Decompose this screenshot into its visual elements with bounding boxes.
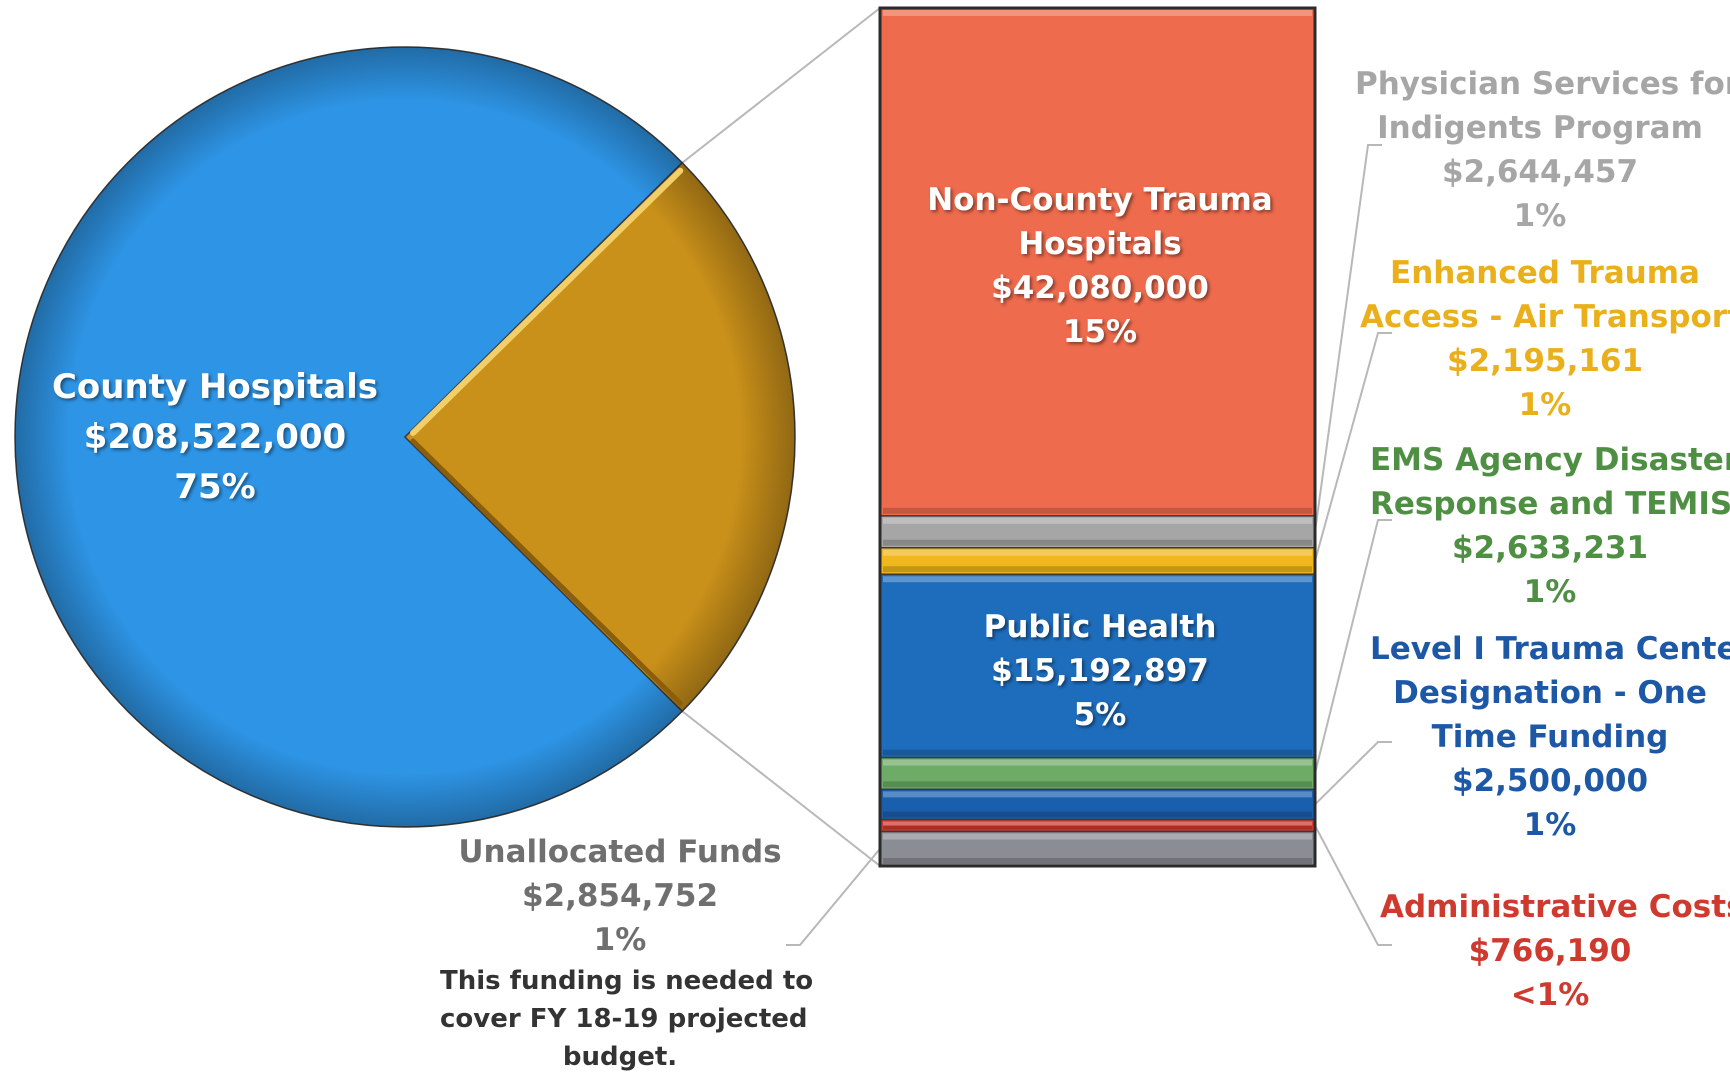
bar-segment-public-health-highlight — [883, 576, 1312, 583]
bar-segment-unallocated-funds-fill — [879, 830, 1316, 867]
label-enhanced-trauma-line1: Enhanced Trauma — [1390, 255, 1700, 291]
label-unallocated-note: This funding is needed to cover FY 18-19… — [440, 962, 814, 1076]
bar-segment-physician-services — [879, 515, 1316, 549]
bar-segment-level-i-trauma — [879, 788, 1316, 821]
label-unallocated-funds-name: Unallocated Funds — [458, 834, 782, 870]
label-public-health: Public Health $15,192,897 5% — [895, 605, 1305, 737]
label-administrative-costs-name: Administrative Costs — [1380, 889, 1730, 925]
label-physician-services-amount: $2,644,457 — [1441, 154, 1639, 190]
bar-segment-unallocated-funds — [879, 830, 1316, 867]
bar-segment-administrative-costs — [879, 818, 1316, 833]
bar-segment-public-health-shadow — [883, 749, 1312, 756]
leader-ems-agency — [1314, 519, 1392, 774]
label-unallocated-funds-amount: $2,854,752 — [521, 878, 719, 914]
pie-shading — [15, 47, 795, 827]
label-physician-services-line1: Physician Services for — [1355, 66, 1730, 102]
label-unallocated-funds: Unallocated Funds $2,854,752 1% — [450, 830, 790, 962]
bar-segment-enhanced-trauma — [879, 547, 1316, 575]
label-level-i-trauma-percent: 1% — [1523, 807, 1577, 843]
label-ems-agency: EMS Agency Disaster Response and TEMIS $… — [1370, 438, 1730, 614]
label-county-hospitals-percent: 75% — [174, 467, 256, 507]
label-physician-services: Physician Services for Indigents Program… — [1355, 62, 1730, 238]
bar-segment-administrative-costs-shadow — [883, 825, 1312, 830]
bar-segment-enhanced-trauma-shadow — [883, 566, 1312, 573]
label-county-hospitals-amount: $208,522,000 — [83, 417, 347, 457]
label-level-i-trauma-line3: Time Funding — [1431, 719, 1669, 755]
label-enhanced-trauma-amount: $2,195,161 — [1446, 343, 1644, 379]
bar-segment-physician-services-shadow — [883, 539, 1312, 546]
label-level-i-trauma: Level I Trauma Center Designation - One … — [1370, 627, 1730, 847]
label-non-county-trauma-percent: 15% — [1062, 314, 1138, 350]
label-county-hospitals-name: County Hospitals — [51, 367, 379, 407]
label-administrative-costs: Administrative Costs $766,190 <1% — [1380, 885, 1730, 1017]
bar-segment-administrative-costs-highlight — [883, 821, 1312, 826]
label-level-i-trauma-line1: Level I Trauma Center — [1370, 631, 1730, 667]
label-enhanced-trauma-line2: Access - Air Transport — [1360, 299, 1730, 335]
label-county-hospitals: County Hospitals $208,522,000 75% — [40, 362, 390, 512]
bar-segment-ems-agency — [879, 756, 1316, 791]
label-public-health-percent: 5% — [1073, 697, 1127, 733]
bar-segment-level-i-trauma-shadow — [883, 811, 1312, 818]
bar-segment-level-i-trauma-highlight — [883, 791, 1312, 798]
bar-segment-unallocated-funds-highlight — [883, 833, 1312, 840]
bar-segment-ems-agency-fill — [879, 756, 1316, 791]
leader-physician-services — [1314, 144, 1382, 532]
label-enhanced-trauma-percent: 1% — [1518, 387, 1572, 423]
label-non-county-trauma-amount: $42,080,000 — [991, 270, 1209, 306]
label-unallocated-note-line2: cover FY 18-19 projected — [440, 1004, 808, 1034]
label-unallocated-funds-percent: 1% — [593, 922, 647, 958]
label-ems-agency-amount: $2,633,231 — [1451, 530, 1649, 566]
bar-segment-non-county-trauma-fill — [879, 7, 1316, 517]
bar-segment-unallocated-funds-shadow — [883, 858, 1312, 864]
label-administrative-costs-amount: $766,190 — [1468, 933, 1632, 969]
stacked-bar-border — [878, 6, 1317, 868]
bar-segment-non-county-trauma-highlight — [883, 10, 1312, 16]
label-physician-services-percent: 1% — [1513, 198, 1567, 234]
connector-pie-top — [681, 7, 881, 164]
bar-segment-enhanced-trauma-highlight — [883, 549, 1312, 556]
bar-segment-non-county-trauma-shadow — [883, 507, 1312, 514]
pie-bevel-bottom — [410, 438, 683, 706]
label-non-county-trauma-line1: Non-County Trauma — [927, 182, 1273, 218]
bar-segment-public-health-fill — [879, 573, 1316, 759]
leader-enhanced-trauma — [1314, 332, 1392, 562]
pie-chart — [14, 46, 796, 828]
label-administrative-costs-percent: <1% — [1510, 977, 1590, 1013]
bar-segment-physician-services-highlight — [883, 517, 1312, 524]
bar-segment-public-health — [879, 573, 1316, 759]
label-ems-agency-line1: EMS Agency Disaster — [1370, 442, 1730, 478]
leader-level-i-trauma — [1314, 741, 1392, 806]
pie-bevel-top — [410, 167, 684, 436]
label-level-i-trauma-amount: $2,500,000 — [1451, 763, 1649, 799]
bar-segment-ems-agency-highlight — [883, 759, 1312, 766]
label-non-county-trauma-line2: Hospitals — [1018, 226, 1182, 262]
label-ems-agency-line2: Response and TEMIS — [1370, 486, 1730, 522]
label-enhanced-trauma: Enhanced Trauma Access - Air Transport $… — [1360, 251, 1730, 427]
label-ems-agency-percent: 1% — [1523, 574, 1577, 610]
leader-unallocated-funds — [786, 848, 881, 946]
leader-administrative-costs — [1314, 825, 1392, 946]
connector-pie-bottom — [681, 710, 881, 867]
stacked-bar — [878, 6, 1317, 868]
label-unallocated-note-line3: budget. — [562, 1042, 678, 1072]
bar-segment-non-county-trauma — [879, 7, 1316, 517]
label-unallocated-note-line1: This funding is needed to — [440, 966, 814, 996]
bar-segment-ems-agency-shadow — [883, 781, 1312, 788]
label-physician-services-line2: Indigents Program — [1377, 110, 1703, 146]
label-public-health-name: Public Health — [983, 609, 1217, 645]
label-non-county-trauma: Non-County Trauma Hospitals $42,080,000 … — [890, 178, 1310, 354]
label-public-health-amount: $15,192,897 — [991, 653, 1209, 689]
label-level-i-trauma-line2: Designation - One — [1393, 675, 1707, 711]
connector-lines — [681, 7, 1392, 946]
